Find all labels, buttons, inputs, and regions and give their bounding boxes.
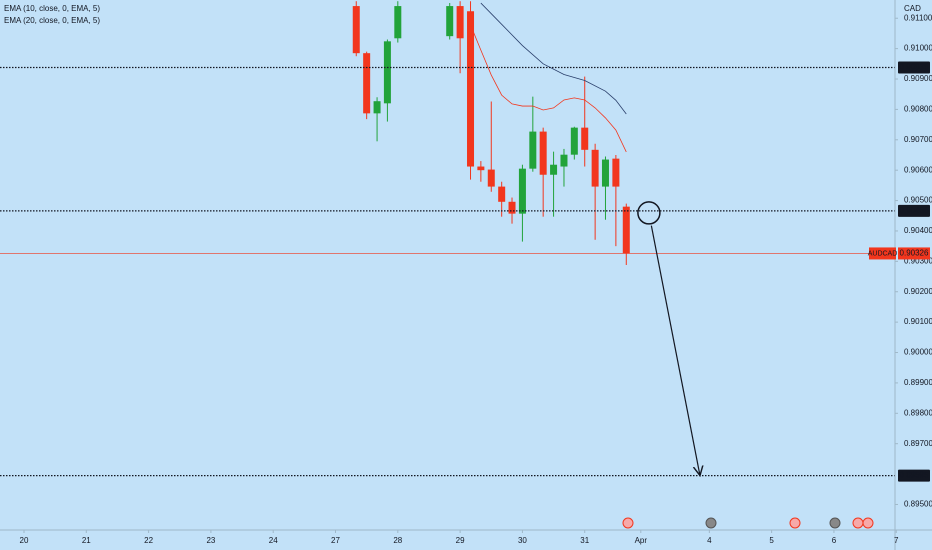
candle-body [570,127,578,155]
y-tick-label: 0.89500 [904,500,932,509]
event-icon[interactable] [789,517,801,529]
candle-body [529,131,537,169]
last-price-box [898,247,930,260]
level-label: 0.90938 [900,63,929,72]
candle-body [601,159,609,187]
y-tick-label: 0.91000 [904,44,932,53]
y-tick-label: 0.90000 [904,348,932,357]
y-tick-label: 0.91100 [904,13,932,22]
x-tick-label: 28 [393,536,402,545]
candle-body [539,131,547,175]
x-tick-label: 24 [269,536,278,545]
candle-body [363,53,371,114]
event-icons [622,517,874,529]
y-tick-label: 0.89800 [904,408,932,417]
x-tick-label: 4 [707,536,712,545]
candle-body [383,41,391,104]
x-tick-label: 23 [206,536,215,545]
y-tick-label: 0.90500 [904,196,932,205]
y-tick-label: 0.90100 [904,317,932,326]
y-tick-label: 0.90300 [904,256,932,265]
x-tick-label: 5 [769,536,774,545]
legend-entry: EMA (20, close, 0, EMA, 5) [4,16,100,25]
x-tick-label: 6 [832,536,837,545]
plot-area [0,1,895,475]
level-label: 0.89595 [900,471,929,480]
x-tick-label: 29 [456,536,465,545]
level-label-box [898,469,930,482]
ema-line [480,2,627,115]
candle-body [591,149,599,187]
event-icon[interactable] [852,517,864,529]
x-tick-label: 21 [82,536,91,545]
annotation-arrow [650,225,700,476]
event-icon[interactable] [705,517,717,529]
level-label: 0.90466 [900,206,929,215]
event-icon[interactable] [622,517,634,529]
candle-body [477,166,485,171]
x-tick-label: 30 [518,536,527,545]
y-tick-label: 0.89700 [904,439,932,448]
x-tick-label: 27 [331,536,340,545]
candle-body [581,127,589,150]
candle-body [560,154,568,167]
candle-body [446,6,454,37]
annotation-circle [637,201,661,225]
y-tick-label: 0.90900 [904,74,932,83]
candle-body [498,186,506,202]
candle-body [394,6,402,39]
last-price-label: 0.90326 [900,249,929,258]
x-tick-label: 20 [20,536,29,545]
candle-body [550,164,558,175]
level-label-box [898,61,930,74]
x-tick-label: Apr [635,536,648,545]
symbol-label-box [869,247,896,260]
candle-body [456,6,464,39]
y-tick-label: 0.90700 [904,135,932,144]
candle-body [373,101,381,114]
ema-line [470,24,627,153]
event-icon[interactable] [829,517,841,529]
candle-body [612,158,620,187]
y-tick-label: 0.90400 [904,226,932,235]
symbol-label: AUDCAD [868,250,898,257]
candle-body [518,168,526,214]
candle-body [467,11,475,167]
y-tick-label: 0.90800 [904,105,932,114]
legend-entry: EMA (10, close, 0, EMA, 5) [4,4,100,13]
y-tick-label: 0.90600 [904,165,932,174]
x-tick-label: 22 [144,536,153,545]
x-tick-label: 7 [894,536,899,545]
event-icon[interactable] [862,517,874,529]
candle-body [487,169,495,187]
candle-body [508,201,516,214]
x-tick-label: 31 [580,536,589,545]
y-tick-label: 0.90200 [904,287,932,296]
candle-body [352,6,360,54]
level-label-box [898,204,930,217]
currency-label: CAD [904,4,921,13]
y-tick-label: 0.89900 [904,378,932,387]
candle-body [622,206,630,254]
